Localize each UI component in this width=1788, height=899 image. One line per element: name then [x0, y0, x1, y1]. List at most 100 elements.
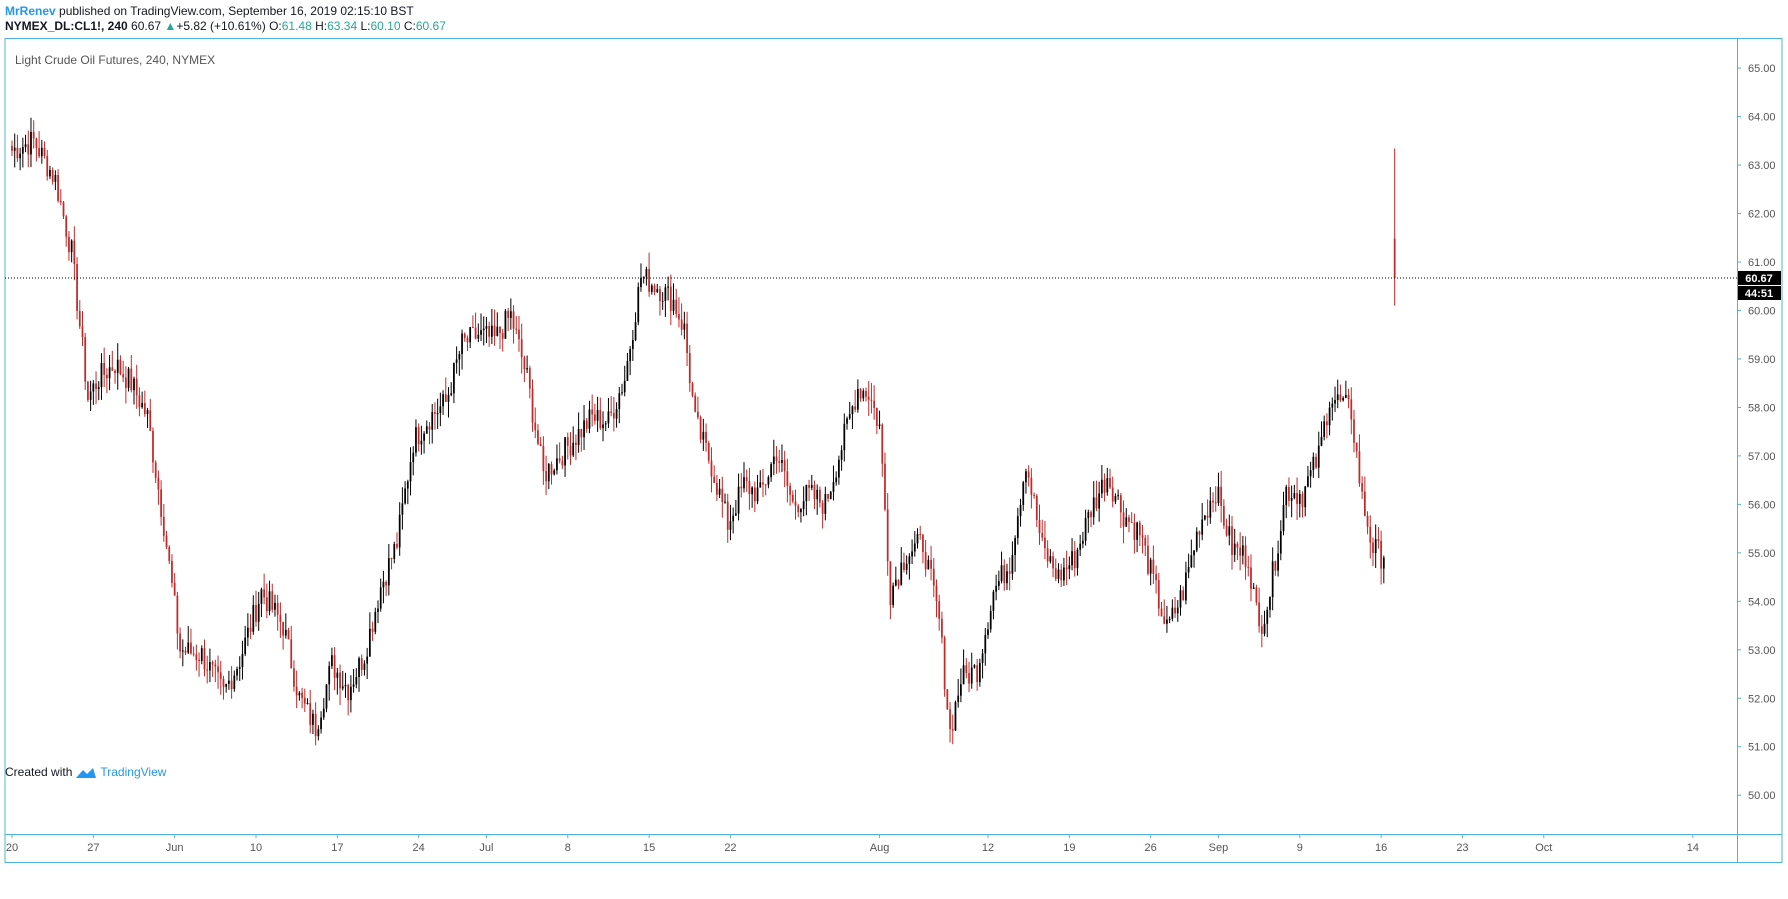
candle-body	[488, 326, 491, 337]
candle	[1380, 530, 1382, 585]
candle-body	[583, 420, 585, 438]
candle	[531, 379, 534, 432]
candle	[569, 432, 572, 465]
candle-body	[1339, 394, 1342, 401]
candle-body	[602, 424, 604, 429]
candle-body	[43, 147, 46, 156]
candle-body	[889, 561, 892, 605]
candle-body	[1209, 500, 1212, 518]
candle	[1041, 519, 1044, 542]
candle	[363, 660, 366, 676]
candle-body	[1342, 397, 1345, 401]
tradingview-logo-icon[interactable]	[75, 767, 97, 779]
candle	[1011, 541, 1014, 580]
candle	[312, 709, 314, 735]
candle	[504, 309, 507, 340]
candle-body	[274, 602, 276, 610]
author-link[interactable]: MrRenev	[5, 4, 56, 18]
candle	[778, 449, 781, 473]
candle	[146, 407, 149, 428]
candle-body	[615, 409, 618, 419]
open-value: 61.48	[281, 19, 312, 33]
candle-body	[385, 581, 388, 586]
candle	[1111, 476, 1114, 508]
candle-body	[271, 591, 274, 610]
candle	[1114, 493, 1117, 505]
candle	[518, 315, 520, 352]
candle-body	[878, 424, 881, 426]
candle	[713, 465, 716, 484]
candle	[886, 492, 889, 576]
candle	[797, 503, 800, 518]
candle-body	[16, 147, 19, 159]
candle-body	[211, 662, 214, 665]
candle-body	[95, 383, 97, 390]
candle-body	[336, 672, 339, 678]
candle	[1350, 387, 1353, 435]
candle	[265, 583, 268, 619]
price-axis[interactable]: 50.00 51.00 52.00 53.00 54.00 55.00 56.00 57.00…	[1737, 63, 1776, 802]
x-tick-label: 15	[643, 842, 655, 854]
candle	[816, 484, 819, 515]
candle	[566, 432, 569, 460]
candle-body	[870, 399, 873, 401]
candle	[846, 416, 848, 430]
candle-body	[1266, 609, 1269, 624]
time-axis[interactable]: 20 27 Jun 10 17 24 Jul 8 15 22 Aug 12 19 26 Sep 9 16 23 Oc…	[6, 834, 1699, 854]
candle	[306, 698, 309, 705]
candle	[303, 688, 306, 712]
candle-body	[678, 313, 680, 320]
y-tick-label: 64.00	[1748, 112, 1776, 124]
candle	[523, 355, 526, 382]
candle	[949, 702, 951, 743]
candle-body	[160, 489, 162, 517]
candle	[1176, 600, 1179, 622]
candle-body	[984, 635, 987, 654]
candle	[1179, 585, 1182, 616]
candle-body	[848, 414, 851, 419]
candle	[827, 493, 829, 503]
candle	[515, 316, 518, 335]
candle	[829, 491, 832, 500]
candle-body	[851, 406, 854, 415]
candle-body	[1204, 515, 1206, 520]
candle	[775, 446, 778, 474]
candle	[490, 308, 493, 344]
chart-title: Light Crude Oil Futures, 240, NYMEX	[15, 53, 215, 67]
candle-body	[393, 544, 396, 559]
candle	[954, 700, 957, 731]
candle-body	[420, 440, 423, 445]
y-tick-label: 52.00	[1748, 693, 1776, 705]
candle-body	[493, 325, 496, 336]
candle	[469, 326, 472, 349]
candle-body	[360, 658, 363, 670]
candle-body	[558, 458, 561, 461]
candle-body	[450, 393, 453, 395]
candle	[897, 579, 900, 590]
candle	[355, 668, 358, 689]
candle	[1035, 493, 1038, 528]
candle-body	[1128, 517, 1130, 523]
candle-body	[236, 668, 238, 676]
candle-body	[1279, 531, 1282, 554]
candle	[65, 214, 68, 247]
candle-body	[610, 411, 613, 413]
candle-body	[138, 395, 141, 408]
x-tick-label: 12	[982, 842, 994, 854]
candle	[59, 189, 62, 206]
candle-body	[363, 663, 366, 670]
candle	[1328, 401, 1331, 436]
candle	[1315, 453, 1317, 469]
candle	[561, 455, 564, 469]
candle	[637, 282, 640, 326]
candle	[35, 137, 38, 162]
candle-body	[480, 330, 482, 335]
candle-body	[569, 445, 572, 456]
candle	[141, 391, 144, 409]
candle	[1076, 547, 1079, 576]
candle	[1130, 512, 1133, 524]
tradingview-brand-link[interactable]: TradingView	[100, 765, 167, 779]
candle	[1057, 563, 1060, 584]
candle	[973, 664, 976, 669]
